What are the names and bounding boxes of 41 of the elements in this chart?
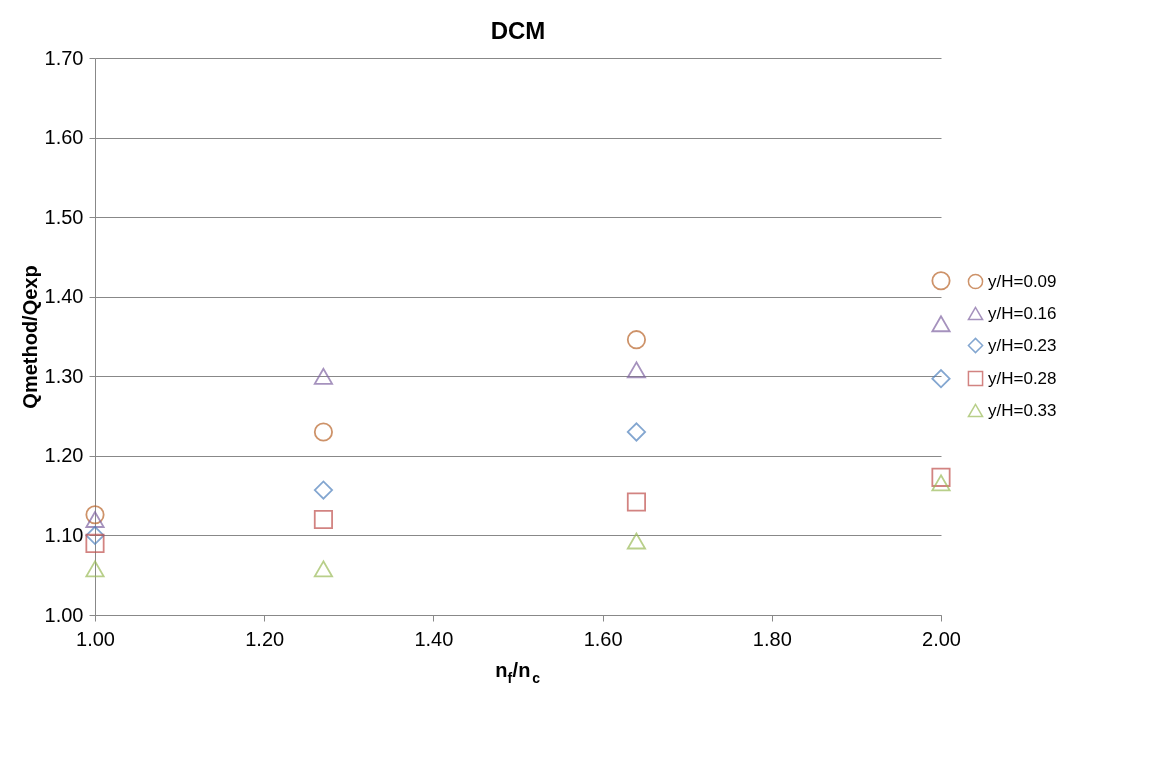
point <box>626 532 646 550</box>
point <box>85 505 105 525</box>
y-tick-label: 1.70 <box>44 46 84 69</box>
point <box>626 361 646 379</box>
x-tick-label: 1.40 <box>414 627 454 650</box>
point <box>931 315 951 333</box>
x-tick-label: 1.60 <box>583 627 623 650</box>
y-tick-label: 1.30 <box>44 364 84 387</box>
point <box>313 367 333 385</box>
point <box>85 533 105 553</box>
legend-label: y/H=0.33 <box>988 400 1057 420</box>
x-tick-label: 1.00 <box>76 627 115 650</box>
x-tick-label: 1.20 <box>245 627 285 650</box>
x-tick-label: 2.00 <box>922 627 961 650</box>
y-tick-label: 1.40 <box>44 285 84 308</box>
legend-label: y/H=0.23 <box>988 335 1057 355</box>
y-tick-label: 1.60 <box>44 126 84 149</box>
point <box>931 271 951 291</box>
legend-label: y/H=0.28 <box>988 368 1057 388</box>
point <box>313 509 333 530</box>
point <box>931 467 951 487</box>
point <box>931 474 951 492</box>
legend-label: y/H=0.09 <box>988 271 1057 291</box>
y-tick-label: 1.10 <box>44 523 84 546</box>
y-tick-label: 1.20 <box>44 444 84 467</box>
point <box>931 369 951 389</box>
point <box>313 480 333 500</box>
point <box>313 422 333 442</box>
y-axis-title: Qmethod/Qexp <box>18 265 41 409</box>
point <box>313 560 333 578</box>
point <box>85 511 105 528</box>
point <box>85 560 105 578</box>
legend-label: y/H=0.16 <box>988 303 1057 323</box>
y-tick-label: 1.00 <box>44 603 84 626</box>
chart-title: DCM <box>490 17 546 44</box>
y-tick-label: 1.50 <box>44 205 84 228</box>
point <box>626 422 646 442</box>
point <box>626 492 646 512</box>
point <box>626 330 646 350</box>
point <box>85 525 105 545</box>
x-tick-label: 1.80 <box>752 627 792 650</box>
